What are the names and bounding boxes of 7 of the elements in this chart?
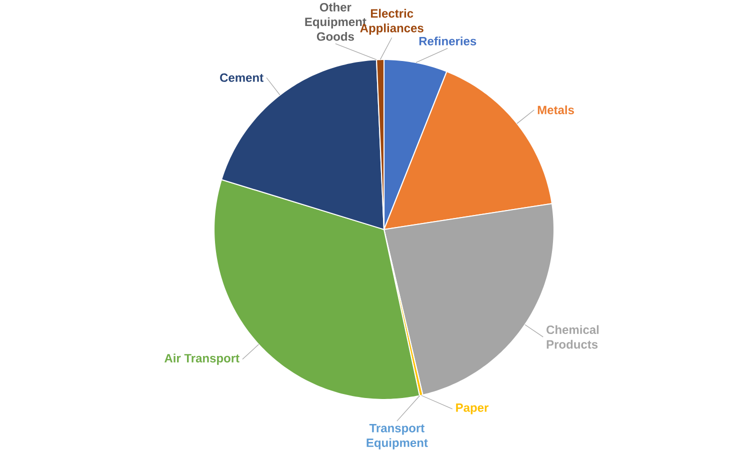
slice-label: Metals — [538, 105, 574, 114]
slice-label: Cement — [220, 73, 264, 82]
slice-label: Air Transport — [164, 354, 240, 365]
slice-label: Chemical Products — [546, 325, 599, 349]
legend-label: Transport Equipment — [366, 424, 428, 450]
slice-label: Paper — [456, 403, 488, 414]
slice-label: Refineries — [419, 36, 476, 46]
